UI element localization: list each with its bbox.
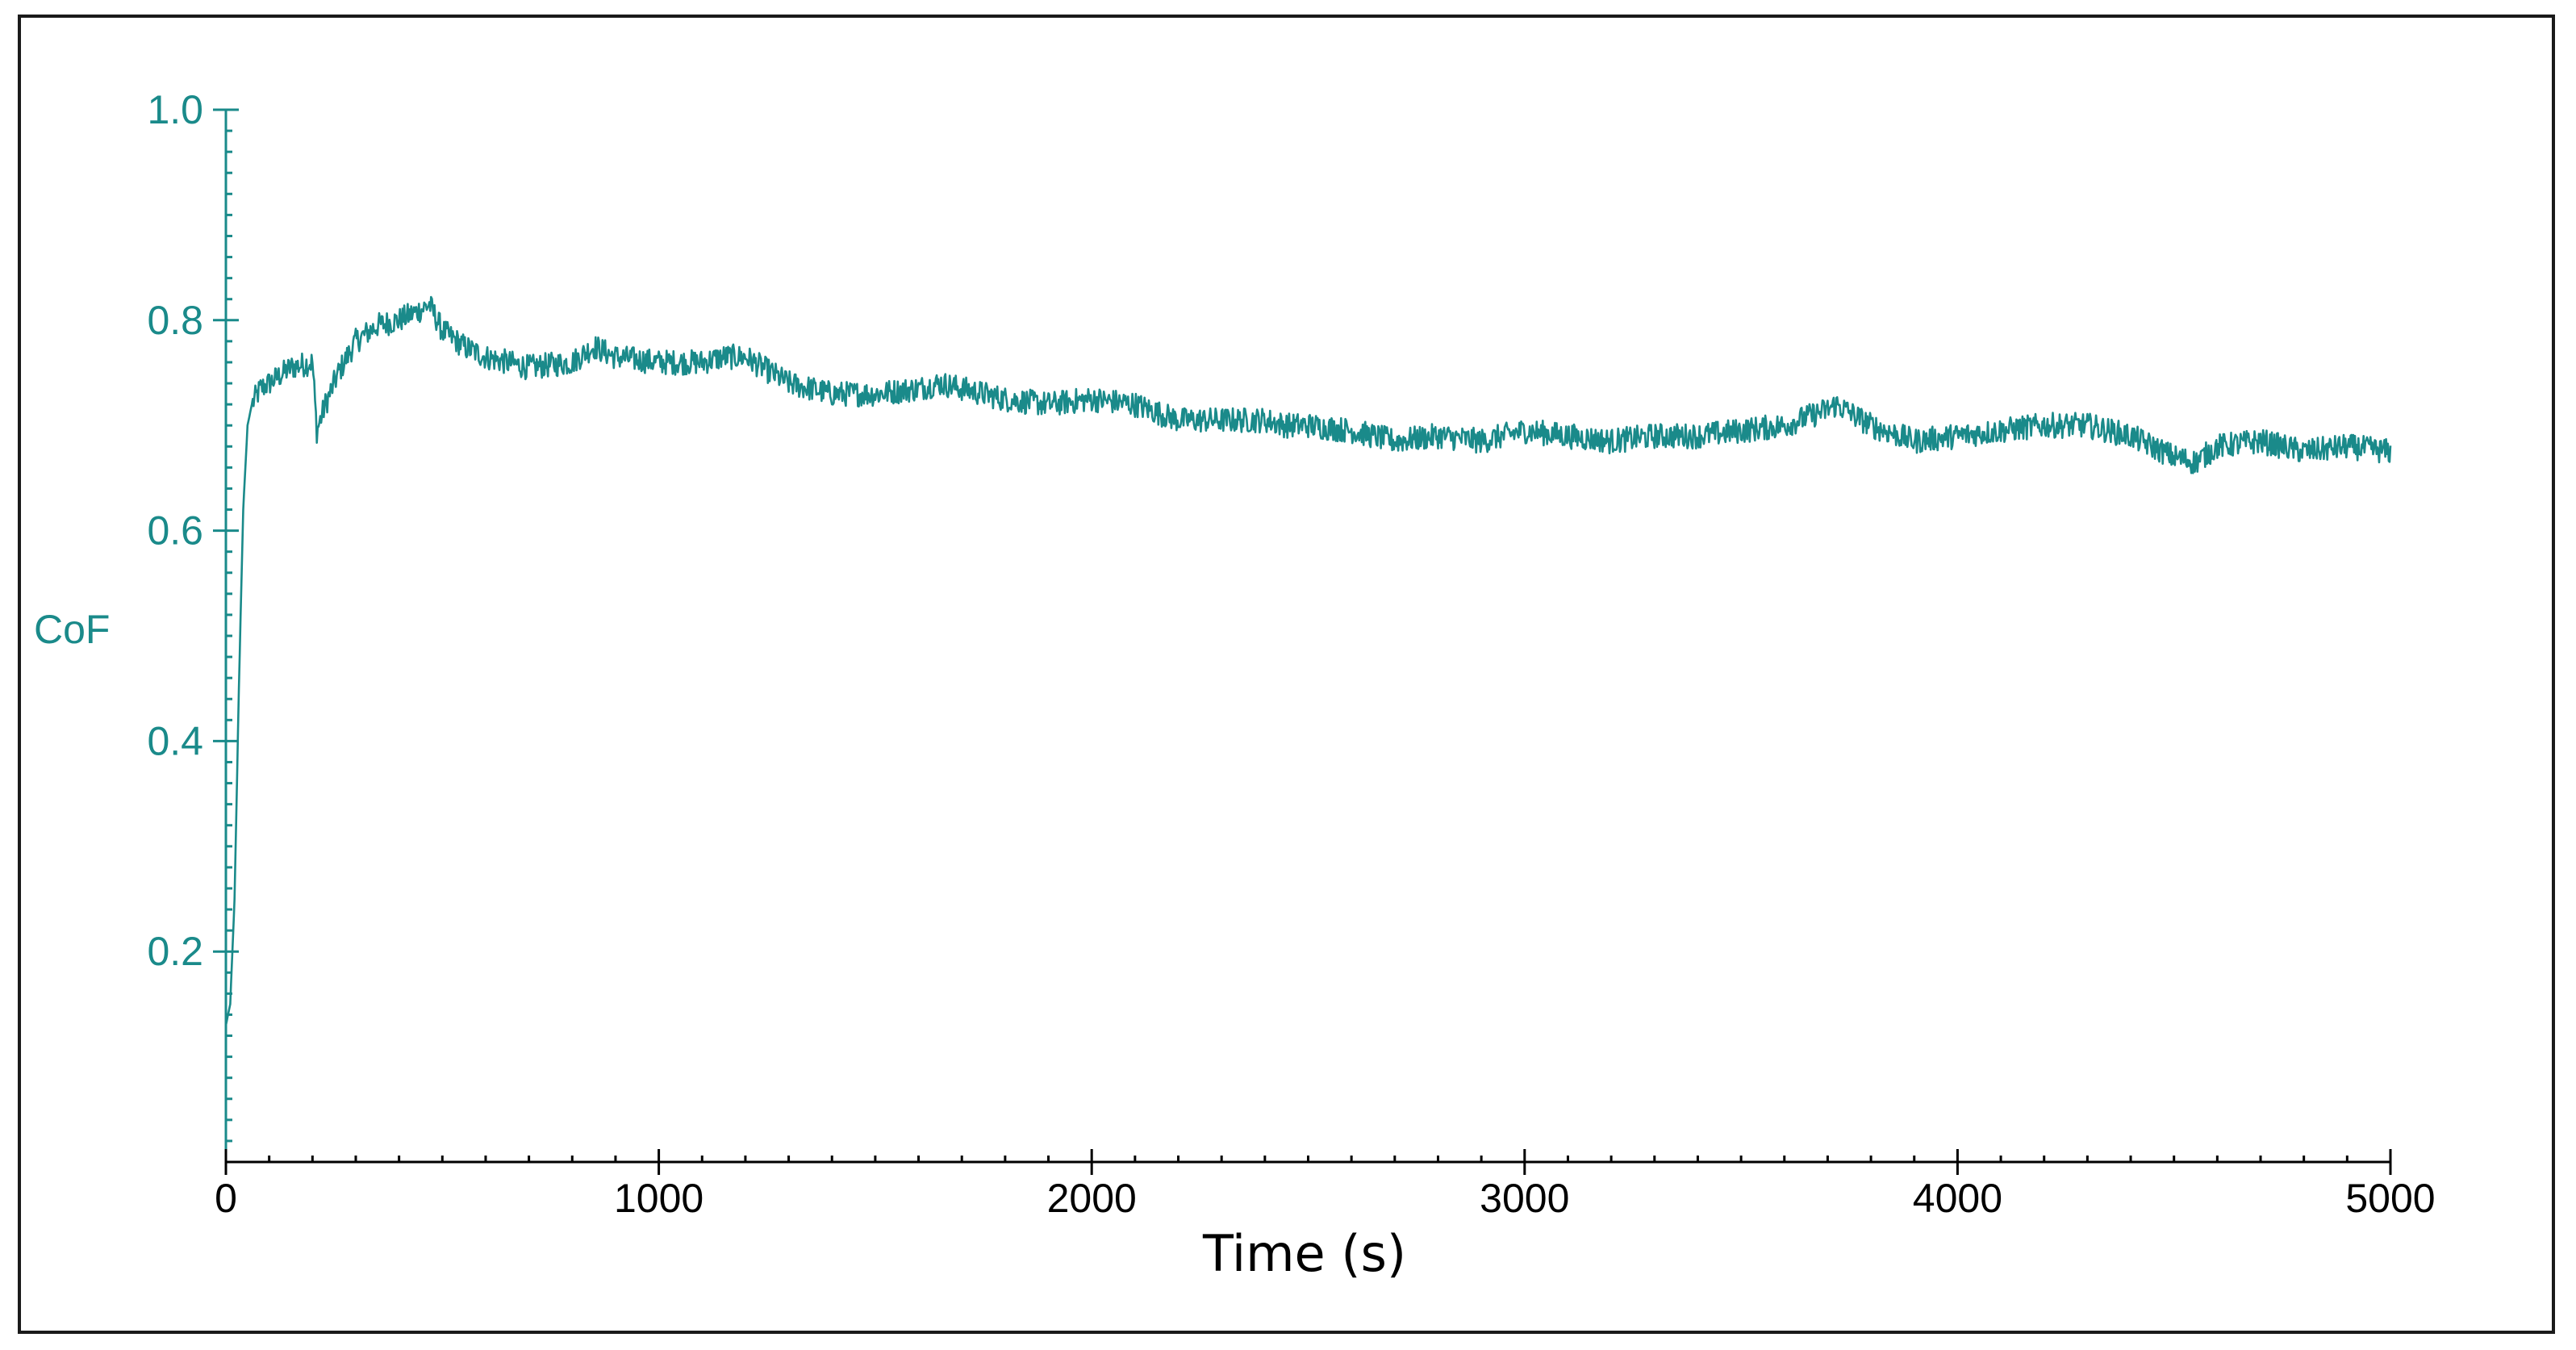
x-tick-label: 0 — [215, 1176, 237, 1221]
series-line — [224, 295, 2392, 1026]
x-tick-label: 2000 — [1047, 1176, 1137, 1221]
series-group — [224, 295, 2392, 1026]
y-axis-label: CoF — [34, 607, 110, 652]
x-axis: 0 1000 2000 3000 4000 5000 — [215, 1149, 2436, 1221]
y-tick-label: 0.8 — [147, 298, 203, 343]
x-axis-label: Time (s) — [1202, 1224, 1406, 1283]
x-tick-label: 5000 — [2345, 1176, 2435, 1221]
x-tick-label: 3000 — [1480, 1176, 1569, 1221]
y-tick-label: 0.2 — [147, 929, 203, 974]
y-tick-label: 0.6 — [147, 508, 203, 554]
chart-frame — [18, 15, 2555, 1334]
y-tick-label: 1.0 — [147, 87, 203, 132]
x-tick-label: 1000 — [614, 1176, 703, 1221]
x-tick-label: 4000 — [1913, 1176, 2002, 1221]
y-tick-label: 0.4 — [147, 718, 203, 763]
y-axis: 0.2 0.4 0.6 0.8 1.0 — [147, 87, 239, 1162]
